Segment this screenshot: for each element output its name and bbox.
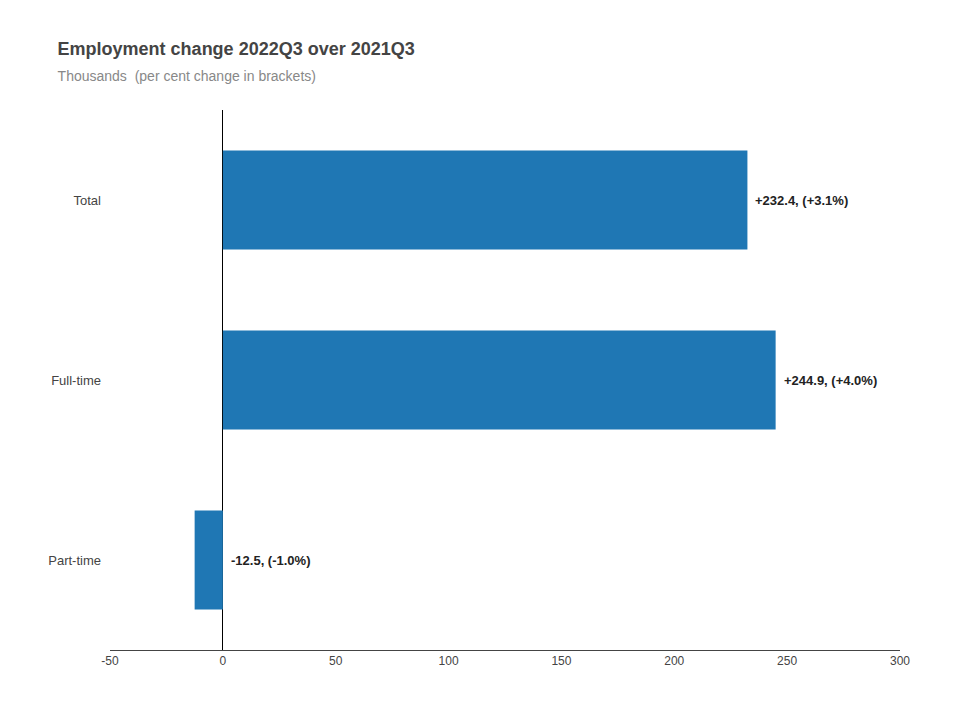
- svg-text:150: 150: [551, 654, 571, 668]
- svg-text:0: 0: [220, 654, 227, 668]
- svg-text:Part-time: Part-time: [48, 553, 101, 568]
- svg-text:50: 50: [329, 654, 343, 668]
- svg-text:Employment change 2022Q3 over: Employment change 2022Q3 over 2021Q3: [58, 39, 415, 59]
- svg-text:Thousands (per cent change in: Thousands (per cent change in brackets): [58, 68, 316, 84]
- svg-text:Full-time: Full-time: [51, 373, 101, 388]
- svg-text:-12.5, (-1.0%): -12.5, (-1.0%): [231, 553, 310, 568]
- svg-text:200: 200: [664, 654, 684, 668]
- svg-text:250: 250: [777, 654, 797, 668]
- svg-text:-50: -50: [101, 654, 119, 668]
- svg-text:+232.4, (+3.1%): +232.4, (+3.1%): [755, 193, 848, 208]
- svg-text:100: 100: [439, 654, 459, 668]
- svg-text:+244.9, (+4.0%): +244.9, (+4.0%): [784, 373, 877, 388]
- svg-text:300: 300: [890, 654, 910, 668]
- svg-text:Total: Total: [74, 193, 102, 208]
